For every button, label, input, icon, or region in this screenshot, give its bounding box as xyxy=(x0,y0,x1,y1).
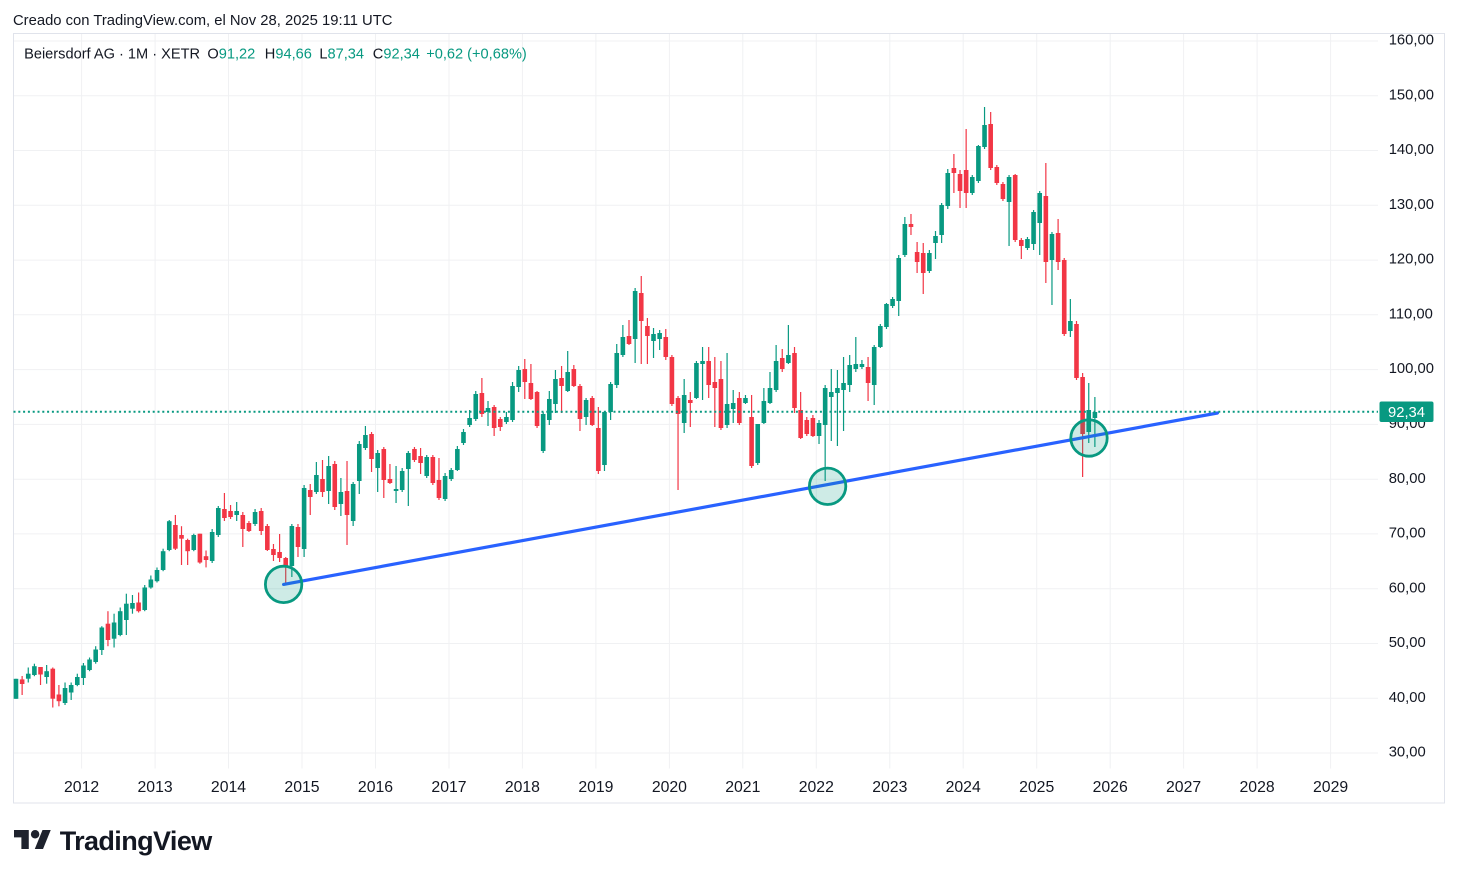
svg-text:2029: 2029 xyxy=(1313,779,1348,796)
svg-text:110,00: 110,00 xyxy=(1389,306,1433,322)
svg-text:2019: 2019 xyxy=(578,779,613,796)
svg-text:H94,66: H94,66 xyxy=(265,47,312,63)
svg-text:100,00: 100,00 xyxy=(1389,361,1434,377)
svg-text:130,00: 130,00 xyxy=(1389,197,1434,213)
svg-text:2024: 2024 xyxy=(946,779,981,796)
svg-text:+0,62 (+0,68%): +0,62 (+0,68%) xyxy=(426,47,527,63)
svg-text:2012: 2012 xyxy=(64,779,99,796)
svg-text:80,00: 80,00 xyxy=(1389,471,1426,487)
svg-text:120,00: 120,00 xyxy=(1389,252,1434,268)
svg-text:140,00: 140,00 xyxy=(1389,142,1434,158)
svg-text:2023: 2023 xyxy=(872,779,907,796)
svg-text:30,00: 30,00 xyxy=(1389,745,1426,761)
svg-text:Beiersdorf AG · 1M · XETR: Beiersdorf AG · 1M · XETR xyxy=(24,47,200,63)
svg-text:2013: 2013 xyxy=(138,779,173,796)
svg-text:2018: 2018 xyxy=(505,779,540,796)
svg-text:2028: 2028 xyxy=(1240,779,1275,796)
svg-text:2015: 2015 xyxy=(284,779,319,796)
svg-text:Creado con TradingView.com, el: Creado con TradingView.com, el Nov 28, 2… xyxy=(13,13,393,29)
svg-text:2022: 2022 xyxy=(799,779,834,796)
svg-text:TradingView: TradingView xyxy=(60,826,214,856)
svg-text:2016: 2016 xyxy=(358,779,393,796)
svg-text:2017: 2017 xyxy=(431,779,466,796)
svg-text:2014: 2014 xyxy=(211,779,246,796)
svg-text:150,00: 150,00 xyxy=(1389,87,1434,103)
svg-text:2027: 2027 xyxy=(1166,779,1201,796)
svg-text:60,00: 60,00 xyxy=(1389,580,1426,596)
svg-text:40,00: 40,00 xyxy=(1389,690,1426,706)
svg-text:2025: 2025 xyxy=(1019,779,1054,796)
svg-text:O91,22: O91,22 xyxy=(207,47,255,63)
svg-text:70,00: 70,00 xyxy=(1389,526,1426,542)
svg-text:2026: 2026 xyxy=(1093,779,1128,796)
svg-text:50,00: 50,00 xyxy=(1389,635,1426,651)
svg-text:L87,34: L87,34 xyxy=(319,47,364,63)
svg-text:92,34: 92,34 xyxy=(1388,405,1425,421)
svg-text:C92,34: C92,34 xyxy=(373,47,420,63)
svg-text:2021: 2021 xyxy=(725,779,760,796)
svg-text:2020: 2020 xyxy=(652,779,687,796)
svg-text:160,00: 160,00 xyxy=(1389,33,1434,49)
